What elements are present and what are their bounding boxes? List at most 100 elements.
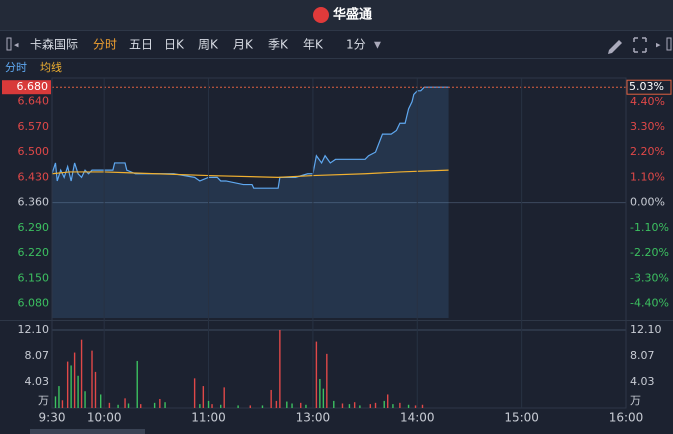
logo-icon [313, 7, 329, 23]
volume-bar [61, 400, 64, 408]
y-tick-label: 12.10 [18, 323, 50, 336]
last-price-box [2, 80, 51, 95]
volume-bar [333, 400, 335, 408]
volume-bar [199, 404, 201, 408]
x-tick-label: 11:00 [191, 411, 226, 425]
volume-bar [399, 402, 401, 408]
volume-bar [237, 405, 239, 408]
tab[interactable]: 分时 [93, 38, 117, 52]
volume-bar [261, 405, 264, 408]
y2-tick-label: 0.00% [630, 196, 665, 209]
volume-bar [153, 402, 156, 408]
x-tick-label: 13:00 [296, 411, 331, 425]
volume-bar [348, 404, 351, 408]
tab[interactable]: 日K [164, 38, 185, 52]
y-tick-label: 4.03 [25, 375, 50, 388]
volume-bar [54, 396, 57, 408]
y-tick-label: 6.430 [18, 170, 50, 183]
series-line [51, 169, 449, 178]
y-tick-label: 6.080 [18, 297, 50, 310]
y2-tick-label: -3.30% [630, 271, 669, 284]
volume-bar [275, 400, 278, 408]
y-tick-label: 6.360 [18, 196, 50, 209]
volume-bar [159, 398, 161, 408]
volume-bar [407, 404, 410, 408]
volume-bar [73, 352, 76, 408]
tab[interactable]: 月K [233, 38, 254, 52]
area-fill [52, 87, 449, 318]
volume-bar [359, 405, 361, 408]
volume-bar [291, 403, 293, 408]
legend: 分时 均线 [5, 60, 62, 74]
x-tick-label: 10:00 [87, 411, 122, 425]
collapse-arrow[interactable]: ◂ [14, 41, 19, 51]
collapse-right-icon[interactable] [666, 37, 672, 51]
y-tick-label: 6.500 [18, 145, 50, 158]
y-tick-label: 6.150 [18, 271, 50, 284]
volume-bar [223, 387, 225, 408]
y2-tick-label: 1.10% [630, 170, 665, 183]
volume-bar [374, 402, 377, 408]
brand: 华盛通 [333, 7, 372, 23]
volume-bar [341, 403, 344, 408]
tab[interactable]: 周K [198, 38, 219, 52]
y2-tick-label: 2.20% [630, 145, 665, 158]
volume-bar [249, 405, 251, 408]
tab[interactable]: 年K [303, 38, 324, 52]
volume-bar [124, 398, 126, 408]
x-tick-label: 15:00 [504, 411, 539, 425]
x-tick-label: 9:30 [39, 411, 66, 425]
stock-name: 卡森国际 [30, 37, 78, 52]
volume-bar [140, 404, 142, 408]
volume-bar [211, 404, 213, 408]
y-tick-label: 6.640 [18, 95, 50, 108]
last-price-label: 6.680 [17, 80, 49, 93]
dropdown-caret[interactable]: ▼ [374, 41, 381, 51]
volume-bar [279, 330, 281, 408]
volume-bar [326, 353, 328, 408]
y2-tick-label: 4.03 [630, 375, 655, 388]
legend-entry: 分时 [5, 61, 27, 74]
volume-bar [84, 391, 86, 408]
volume-bar [117, 404, 119, 408]
volume-bar [369, 404, 372, 408]
y2-tick-label: 12.10 [630, 323, 662, 336]
collapse-right[interactable]: ▸ [656, 41, 661, 51]
volume-bar [70, 365, 72, 408]
volume-bar [300, 402, 302, 408]
y2-unit: 万 [630, 394, 641, 407]
volume-bar [127, 403, 130, 408]
tabs: 分时 五日 日K 周K 月K 季K 年K [93, 38, 324, 52]
volume-bar [353, 402, 356, 408]
volume-bar [58, 386, 60, 408]
draw-icon[interactable] [608, 40, 622, 54]
volume-bar [77, 375, 79, 408]
volume-bar [66, 361, 69, 408]
volume-bar [392, 404, 394, 408]
tab[interactable]: 季K [268, 38, 289, 52]
fullscreen-icon[interactable] [633, 37, 647, 53]
volume-bar [220, 404, 222, 408]
y-tick-label: 6.290 [18, 221, 50, 234]
tab[interactable]: 五日 [129, 38, 153, 52]
volume-bar [270, 389, 272, 408]
volume-bar [94, 371, 97, 408]
y2-tick-label: 3.30% [630, 120, 665, 133]
y2-tick-label: 4.40% [630, 95, 665, 108]
last-change-label: 5.03% [629, 80, 664, 93]
x-tick-label: 16:00 [609, 411, 644, 425]
y2-tick-label: -1.10% [630, 221, 669, 234]
volume-bar [315, 341, 318, 408]
volume-bar [319, 378, 321, 408]
volume-bar [305, 404, 307, 408]
volume-bar [108, 402, 111, 408]
interval[interactable]: 1分 [346, 38, 366, 52]
volume-bar [80, 339, 83, 408]
collapse-icon[interactable] [6, 37, 12, 51]
series-line [51, 86, 449, 189]
last-change-box [626, 79, 672, 95]
y2-tick-label: -2.20% [630, 246, 669, 259]
scrollbar[interactable] [30, 429, 145, 434]
y2-tick-label: 8.07 [630, 349, 655, 362]
